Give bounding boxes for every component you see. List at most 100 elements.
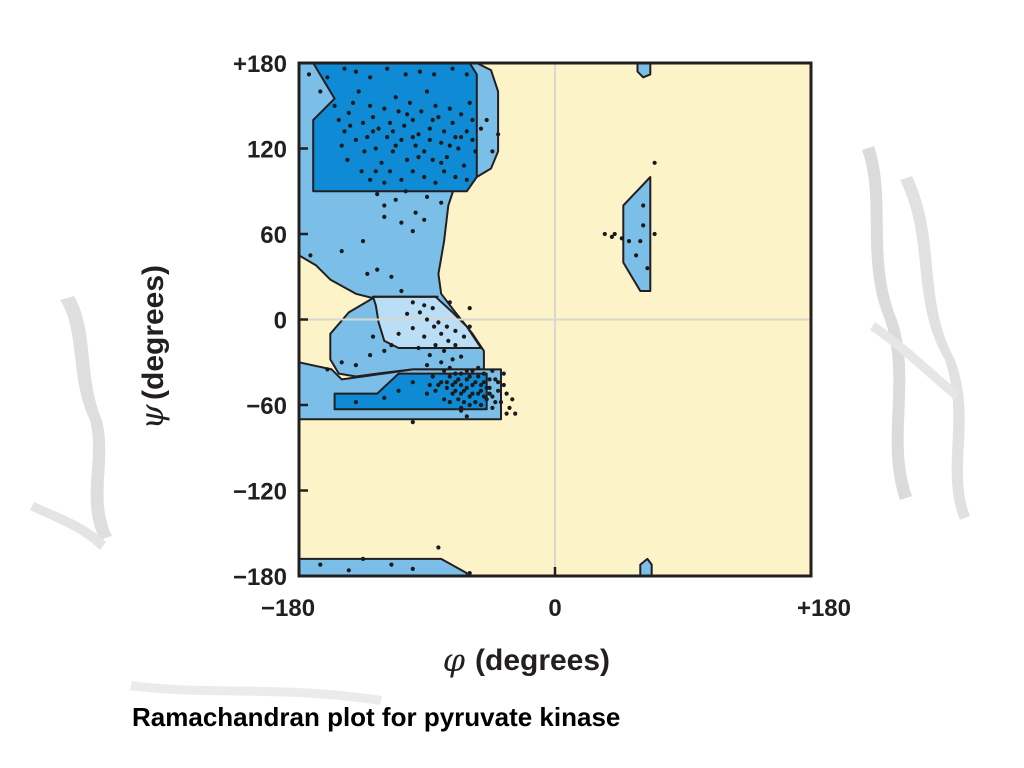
data-point	[450, 382, 455, 388]
y-tick-label: 60	[260, 222, 287, 249]
data-point	[641, 203, 646, 208]
data-point	[365, 135, 370, 140]
data-point	[504, 411, 509, 416]
figure-caption: Ramachandran plot for pyruvate kinase	[132, 702, 621, 732]
data-point	[399, 220, 404, 225]
data-point	[396, 109, 401, 114]
data-point	[490, 394, 495, 399]
data-point	[382, 180, 387, 185]
data-points	[306, 66, 657, 576]
data-point	[467, 324, 472, 329]
data-point	[360, 556, 366, 562]
data-point	[368, 353, 373, 358]
data-point	[461, 334, 467, 339]
data-point	[382, 203, 387, 208]
data-point	[444, 324, 449, 329]
data-point	[422, 334, 427, 339]
data-point	[476, 374, 481, 379]
data-point	[422, 217, 427, 222]
data-point	[459, 408, 464, 413]
data-point	[373, 146, 378, 151]
data-point	[467, 394, 472, 399]
data-point	[439, 331, 444, 336]
data-point	[467, 100, 472, 105]
data-point	[410, 326, 415, 331]
data-point	[459, 354, 464, 359]
data-point	[638, 239, 643, 244]
data-point	[484, 117, 489, 123]
x-axis-title: φ (degrees)	[443, 641, 610, 679]
data-point	[504, 391, 509, 396]
data-point	[467, 402, 472, 408]
data-point	[447, 106, 452, 111]
data-point	[382, 395, 387, 400]
data-point	[430, 117, 435, 123]
data-point	[453, 343, 458, 348]
data-point	[484, 385, 489, 390]
x-tick-label: 0	[548, 595, 561, 622]
data-point	[422, 149, 427, 154]
region-favored-beta	[312, 62, 478, 193]
data-point	[389, 562, 394, 567]
data-point	[464, 368, 469, 373]
data-point	[399, 177, 404, 182]
data-point	[353, 137, 358, 142]
data-point	[433, 180, 438, 185]
data-point	[403, 72, 408, 77]
data-point	[433, 103, 438, 108]
data-point	[450, 357, 455, 362]
data-point	[470, 368, 475, 373]
data-point	[433, 388, 438, 393]
data-point	[416, 132, 421, 137]
data-point	[432, 324, 437, 329]
data-point	[387, 120, 393, 125]
data-point	[645, 266, 650, 271]
data-point	[439, 140, 444, 145]
data-point	[410, 300, 415, 305]
data-point	[493, 400, 498, 405]
data-point	[470, 382, 475, 388]
data-point	[481, 380, 486, 385]
y-tick-label: +180	[233, 51, 287, 78]
data-point	[368, 177, 373, 182]
data-point	[424, 194, 430, 199]
data-point	[427, 353, 432, 358]
data-point	[342, 66, 347, 71]
data-point	[436, 115, 441, 120]
data-point	[413, 143, 418, 148]
data-point	[422, 174, 427, 180]
data-point	[478, 382, 484, 388]
data-point	[447, 400, 452, 405]
data-point	[373, 169, 378, 174]
y-tick-label: −60	[246, 393, 287, 420]
data-point	[424, 363, 430, 368]
data-point	[433, 343, 438, 348]
data-point	[422, 303, 427, 308]
x-tick-label: −180	[261, 595, 315, 622]
data-point	[436, 320, 441, 325]
data-point	[370, 334, 376, 339]
data-point	[399, 288, 404, 294]
data-point	[450, 391, 455, 396]
data-point	[478, 402, 484, 408]
data-point	[417, 310, 422, 315]
data-point	[416, 345, 421, 351]
data-point	[456, 377, 461, 382]
data-point	[652, 160, 657, 165]
data-point	[473, 380, 478, 385]
data-point	[360, 120, 366, 125]
data-point	[370, 129, 376, 134]
data-point	[346, 568, 351, 573]
data-point	[447, 300, 452, 305]
data-point	[360, 239, 366, 244]
y-tick-label: 0	[274, 308, 287, 335]
data-point	[424, 317, 430, 322]
data-point	[339, 249, 344, 254]
data-point	[427, 137, 432, 142]
data-point	[424, 89, 430, 94]
data-point	[478, 388, 484, 393]
data-point	[318, 562, 323, 567]
data-point	[348, 123, 353, 128]
data-point	[353, 69, 358, 74]
